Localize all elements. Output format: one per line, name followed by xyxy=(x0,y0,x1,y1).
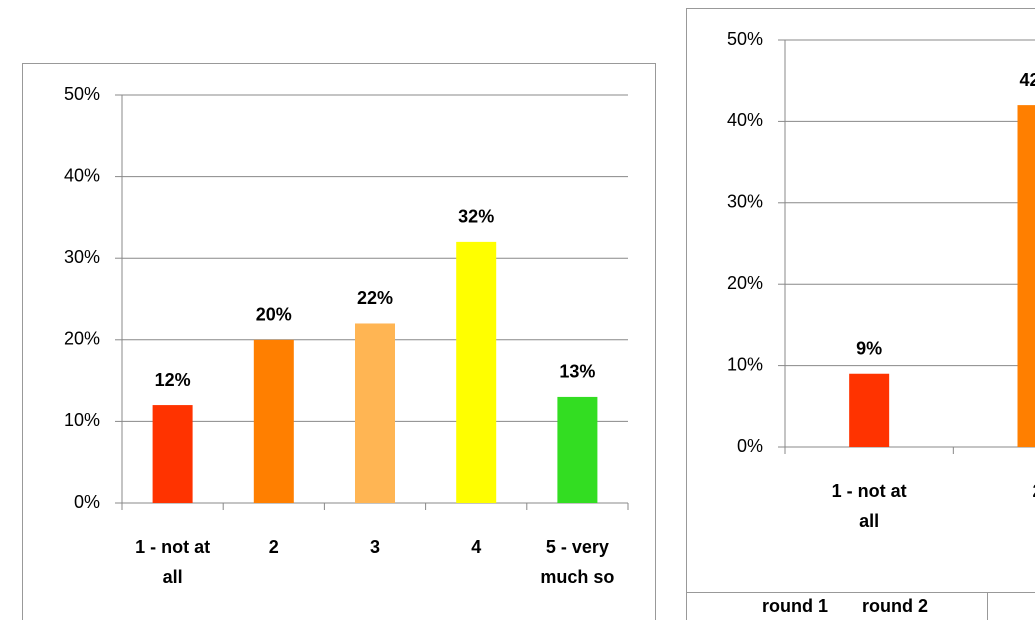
y-tick-label: 30% xyxy=(64,247,100,267)
chart-frame xyxy=(686,8,1035,593)
x-tick-label: 1 - not at all xyxy=(832,481,907,531)
y-tick-label: 20% xyxy=(727,273,763,293)
y-tick-label: 50% xyxy=(727,29,763,49)
x-tick-label: 3 xyxy=(370,537,380,557)
y-tick-label: 10% xyxy=(727,354,763,374)
bar xyxy=(253,339,294,503)
y-tick-label: 40% xyxy=(64,165,100,185)
bar xyxy=(456,241,497,503)
data-label: 20% xyxy=(256,305,292,325)
y-tick-label: 40% xyxy=(727,110,763,130)
y-tick-label: 10% xyxy=(64,410,100,430)
data-label: 9% xyxy=(856,338,882,358)
bar xyxy=(557,396,598,503)
y-tick-label: 30% xyxy=(727,192,763,212)
x-tick-label: 5 - very much so xyxy=(540,537,614,587)
y-tick-label: 0% xyxy=(737,436,763,456)
data-label: 13% xyxy=(559,362,595,382)
y-tick-label: 20% xyxy=(64,329,100,349)
data-label: 42% xyxy=(1019,70,1035,90)
bar xyxy=(1017,105,1035,448)
bar xyxy=(849,373,890,447)
y-tick-label: 0% xyxy=(74,492,100,512)
data-label: 12% xyxy=(155,370,191,390)
chart-frame xyxy=(22,63,656,620)
x-tick-label: 2 xyxy=(1032,481,1035,501)
bar xyxy=(152,405,193,503)
data-label: 32% xyxy=(458,207,494,227)
data-label: 22% xyxy=(357,288,393,308)
x-tick-label: 2 xyxy=(269,537,279,557)
table-cell: round 1 xyxy=(762,596,828,616)
bar xyxy=(355,323,395,503)
y-tick-label: 50% xyxy=(64,84,100,104)
x-tick-label: 4 xyxy=(471,537,481,557)
table-cell: round 2 xyxy=(862,596,928,616)
x-tick-label: 1 - not at all xyxy=(135,537,210,587)
